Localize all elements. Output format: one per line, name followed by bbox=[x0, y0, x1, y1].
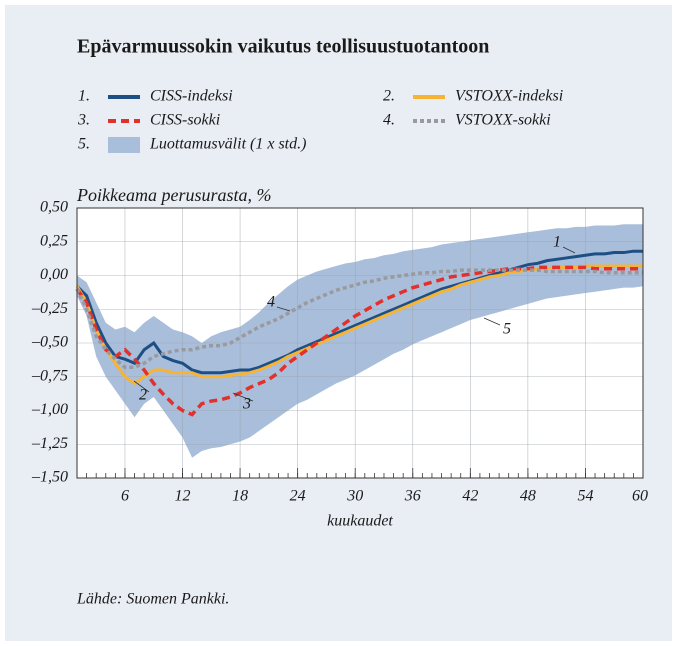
legend-label: Luottamusvälit (1 x std.) bbox=[149, 136, 306, 153]
leader-line bbox=[232, 392, 254, 402]
series-tag: 2 bbox=[139, 387, 147, 404]
legend-number: 5. bbox=[78, 136, 90, 153]
confidence-band bbox=[77, 224, 643, 458]
y-tick-label: –1,50 bbox=[31, 469, 68, 486]
legend-label: CISS-indeksi bbox=[150, 88, 233, 105]
x-tick-label: 30 bbox=[346, 488, 363, 505]
series-line bbox=[75, 264, 643, 386]
legend-label: VSTOXX-indeksi bbox=[455, 88, 563, 105]
legend-swatch bbox=[108, 137, 140, 153]
legend-number: 3. bbox=[77, 112, 90, 129]
series-tag: 3 bbox=[242, 396, 251, 413]
leader-line bbox=[276, 306, 291, 312]
legend-number: 2. bbox=[383, 88, 395, 105]
x-tick-label: 6 bbox=[121, 488, 129, 505]
y-tick-label: 0,25 bbox=[40, 232, 68, 249]
leader-line bbox=[133, 380, 150, 393]
y-tick-label: –1,00 bbox=[31, 401, 68, 418]
x-tick-label: 24 bbox=[290, 488, 306, 505]
plot-frame bbox=[76, 207, 644, 479]
series-line bbox=[75, 265, 643, 417]
source: Lähde: Suomen Pankki. bbox=[76, 591, 229, 608]
y-tick-label: 0,00 bbox=[40, 266, 68, 283]
legend-label: VSTOXX-sokki bbox=[455, 112, 551, 129]
y-tick-label: 0,50 bbox=[40, 199, 68, 216]
x-tick-label: 48 bbox=[520, 488, 536, 505]
x-tick-label: 36 bbox=[404, 488, 421, 505]
series-tag: 1 bbox=[553, 234, 561, 251]
x-tick-label: 18 bbox=[232, 488, 248, 505]
legend-label: CISS-sokki bbox=[150, 112, 220, 129]
y-tick-label: –0,50 bbox=[31, 334, 68, 351]
series-line bbox=[75, 249, 643, 375]
legend-number: 1. bbox=[78, 88, 90, 105]
legend-number: 4. bbox=[383, 112, 395, 129]
x-tick-label: 42 bbox=[462, 488, 478, 505]
x-axis-title: kuukaudet bbox=[327, 513, 393, 530]
x-tick-label: 12 bbox=[175, 488, 191, 505]
y-axis-title: Poikkeama perusurasta, % bbox=[76, 185, 271, 205]
leader-line bbox=[483, 317, 501, 326]
y-tick-label: –0,25 bbox=[31, 300, 68, 317]
series-line bbox=[75, 268, 643, 370]
band-tag: 5 bbox=[503, 321, 511, 338]
x-tick-label: 54 bbox=[577, 488, 593, 505]
series-tag: 4 bbox=[267, 294, 275, 311]
chart-title: Epävarmuussokin vaikutus teollisuustuota… bbox=[77, 36, 489, 58]
x-tick-label: 60 bbox=[632, 488, 648, 505]
y-tick-label: –0,75 bbox=[31, 367, 68, 384]
leader-line bbox=[562, 246, 576, 254]
y-tick-label: –1,25 bbox=[31, 435, 68, 452]
